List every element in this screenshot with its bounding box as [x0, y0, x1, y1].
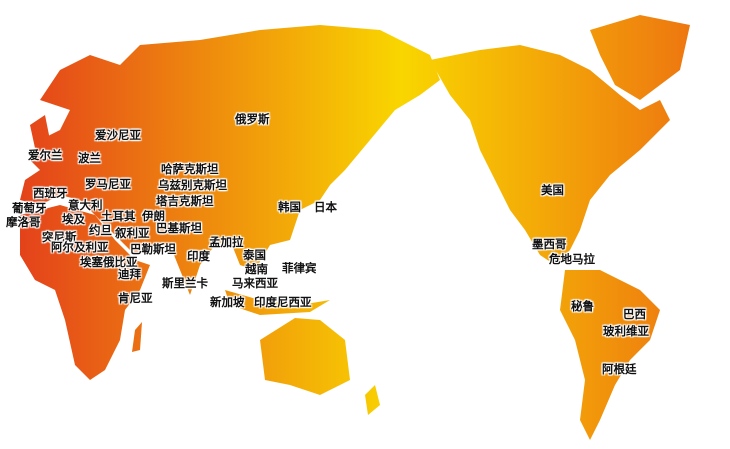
country-label: 日本	[314, 200, 337, 214]
country-label: 玻利维亚	[603, 324, 649, 338]
country-label: 美国	[541, 183, 564, 197]
country-label: 斯里兰卡	[162, 276, 208, 290]
country-label: 危地马拉	[549, 252, 595, 266]
country-label: 巴基斯坦	[156, 221, 202, 235]
country-label: 韩国	[278, 200, 301, 214]
greenland	[590, 15, 690, 100]
country-label: 爱尔兰	[28, 148, 63, 162]
country-label: 土耳其	[101, 209, 136, 223]
eurasia	[20, 25, 440, 295]
country-label: 印度	[187, 249, 210, 263]
country-label: 阿尔及利亚	[51, 240, 109, 254]
country-label: 巴勒斯坦	[130, 242, 176, 256]
country-label: 泰国	[243, 248, 266, 262]
country-label: 突尼斯	[42, 230, 77, 244]
country-label: 摩洛哥	[6, 215, 41, 229]
country-label: 秘鲁	[571, 299, 594, 313]
japan	[300, 160, 325, 205]
uk	[30, 115, 50, 148]
madagascar	[132, 322, 142, 352]
country-label: 伊朗	[142, 209, 165, 223]
country-label: 罗马尼亚	[85, 177, 131, 191]
australia	[260, 318, 350, 395]
country-label: 印度尼西亚	[254, 295, 312, 309]
country-label: 哈萨克斯坦	[161, 162, 219, 176]
country-label: 波兰	[78, 151, 101, 165]
africa	[20, 205, 150, 380]
country-label: 塔吉克斯坦	[156, 194, 214, 208]
new-zealand	[365, 385, 380, 415]
south-america	[560, 270, 660, 440]
country-label: 乌兹别克斯坦	[158, 178, 227, 192]
country-label: 新加坡	[210, 295, 245, 309]
country-label: 墨西哥	[532, 237, 567, 251]
country-label: 巴西	[623, 307, 646, 321]
country-label: 爱沙尼亚	[95, 128, 141, 142]
north-america	[430, 45, 670, 265]
country-label: 孟加拉	[209, 235, 244, 249]
country-label: 叙利亚	[115, 226, 150, 240]
country-label: 约旦	[89, 223, 112, 237]
country-label: 埃及	[62, 212, 85, 226]
country-label: 阿根廷	[602, 362, 637, 376]
country-label: 俄罗斯	[235, 112, 270, 126]
country-label: 意大利	[68, 198, 103, 212]
indonesia	[225, 290, 330, 315]
country-label: 菲律宾	[282, 261, 317, 275]
country-label: 肯尼亚	[118, 291, 153, 305]
country-label: 马来西亚	[232, 276, 278, 290]
country-label: 迪拜	[118, 267, 141, 281]
country-label: 埃塞俄比亚	[80, 255, 138, 269]
country-label: 西班牙	[33, 186, 68, 200]
country-label: 葡萄牙	[12, 201, 47, 215]
country-label: 越南	[245, 262, 268, 276]
